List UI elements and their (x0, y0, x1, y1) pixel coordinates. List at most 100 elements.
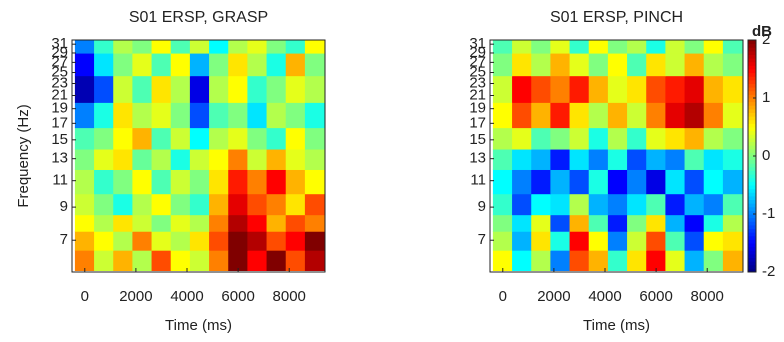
chart-title: S01 ERSP, PINCH (550, 9, 683, 26)
heatmap-cell (627, 40, 647, 54)
heatmap-cell (492, 214, 513, 232)
heatmap-cell (113, 127, 133, 150)
heatmap-cell (132, 214, 153, 232)
heatmap-cell (228, 193, 248, 216)
colorbar-swatch (748, 101, 756, 106)
heatmap-cell (304, 214, 325, 232)
x-tick-label: 6000 (221, 288, 254, 305)
heatmap-cell (684, 102, 705, 129)
heatmap-cell (703, 214, 724, 232)
heatmap-cell (74, 127, 95, 150)
heatmap-cell (665, 102, 686, 129)
heatmap-cell (304, 250, 325, 271)
heatmap-cell (285, 148, 306, 170)
heatmap-cell (703, 169, 724, 195)
heatmap-cell (512, 250, 532, 271)
y-tick-label: 7 (60, 231, 68, 248)
colorbar-swatch (748, 65, 756, 70)
heatmap-cell (550, 231, 571, 251)
colorbar-swatch (748, 159, 756, 164)
heatmap-cell (684, 169, 705, 195)
heatmap-cell (94, 127, 114, 150)
heatmap-cell (285, 127, 306, 150)
y-tick-label: 31 (51, 35, 68, 52)
colorbar-tick-label: -1 (762, 205, 775, 222)
heatmap-cell (588, 127, 609, 150)
heatmap-cell (285, 214, 306, 232)
heatmap-cell (132, 75, 153, 103)
heatmap-cell (228, 214, 248, 232)
y-tick-label: 23 (51, 74, 68, 91)
heatmap-cell (151, 193, 172, 216)
x-tick-label: 4000 (588, 288, 621, 305)
y-tick-label: 27 (51, 53, 68, 70)
heatmap-cell (209, 75, 229, 103)
heatmap-cell (132, 169, 153, 195)
colorbar-swatch (748, 72, 756, 77)
heatmap-cell (665, 52, 686, 77)
heatmap-cell (74, 148, 95, 170)
y-tick-label: 15 (469, 131, 486, 148)
colorbar-swatch (748, 40, 756, 45)
colorbar-swatch (748, 156, 756, 161)
heatmap-cell (492, 250, 513, 271)
heatmap-cell (684, 193, 705, 216)
heatmap-cell (569, 148, 590, 170)
heatmap-cell (74, 102, 95, 129)
heatmap-cell (684, 127, 705, 150)
heatmap-cell (170, 169, 191, 195)
heatmap-cell (113, 40, 133, 54)
heatmap-cell (588, 231, 609, 251)
heatmap-cell (209, 169, 229, 195)
y-tick-label: 25 (469, 63, 486, 80)
heatmap-cell (285, 231, 306, 251)
heatmap-cell (94, 214, 114, 232)
heatmap-cell (627, 75, 647, 103)
heatmap-cell (550, 214, 571, 232)
heatmap-cell (665, 127, 686, 150)
colorbar-swatch (748, 69, 756, 74)
heatmap-cell (94, 75, 114, 103)
heatmap-cell (550, 102, 571, 129)
heatmap-cell (588, 169, 609, 195)
heatmap-cell (285, 169, 306, 195)
colorbar-swatch (748, 112, 756, 117)
heatmap-cell (189, 231, 210, 251)
x-tick-label: 2000 (119, 288, 152, 305)
heatmap-cell (492, 40, 513, 54)
colorbar-swatch (748, 130, 756, 135)
heatmap-cell (569, 102, 590, 129)
heatmap-cell (209, 127, 229, 150)
heatmap-cell (550, 250, 571, 271)
chart-title: S01 ERSP, GRASP (129, 9, 268, 26)
heatmap-cell (304, 40, 325, 54)
heatmap-cell (228, 148, 248, 170)
heatmap-cell (189, 127, 210, 150)
heatmap-cell (684, 52, 705, 77)
heatmap-cell (170, 231, 191, 251)
heatmap-cell (189, 250, 210, 271)
heatmap-cell (151, 214, 172, 232)
panel: 0 2000 4000 6000 800079111315171921232527293… (469, 9, 775, 334)
heatmap-cell (228, 231, 248, 251)
heatmap-cell (113, 214, 133, 232)
heatmap-cell (722, 102, 743, 129)
colorbar-swatch (748, 195, 756, 200)
colorbar-swatch (748, 174, 756, 179)
colorbar-swatch (748, 246, 756, 251)
heatmap-cell (588, 40, 609, 54)
heatmap-cell (607, 75, 628, 103)
heatmap-cell (531, 214, 551, 232)
colorbar-swatch (748, 217, 756, 222)
heatmap-cell (228, 40, 248, 54)
heatmap-cell (531, 40, 551, 54)
y-tick-label: 11 (52, 172, 68, 189)
heatmap-cell (646, 148, 666, 170)
x-tick-label: 8000 (273, 288, 306, 305)
heatmap-cell (304, 102, 325, 129)
colorbar-swatch (748, 134, 756, 139)
heatmap-cell (247, 193, 268, 216)
colorbar-swatch (748, 137, 756, 142)
colorbar-swatch (748, 250, 756, 255)
heatmap-cell (266, 52, 287, 77)
